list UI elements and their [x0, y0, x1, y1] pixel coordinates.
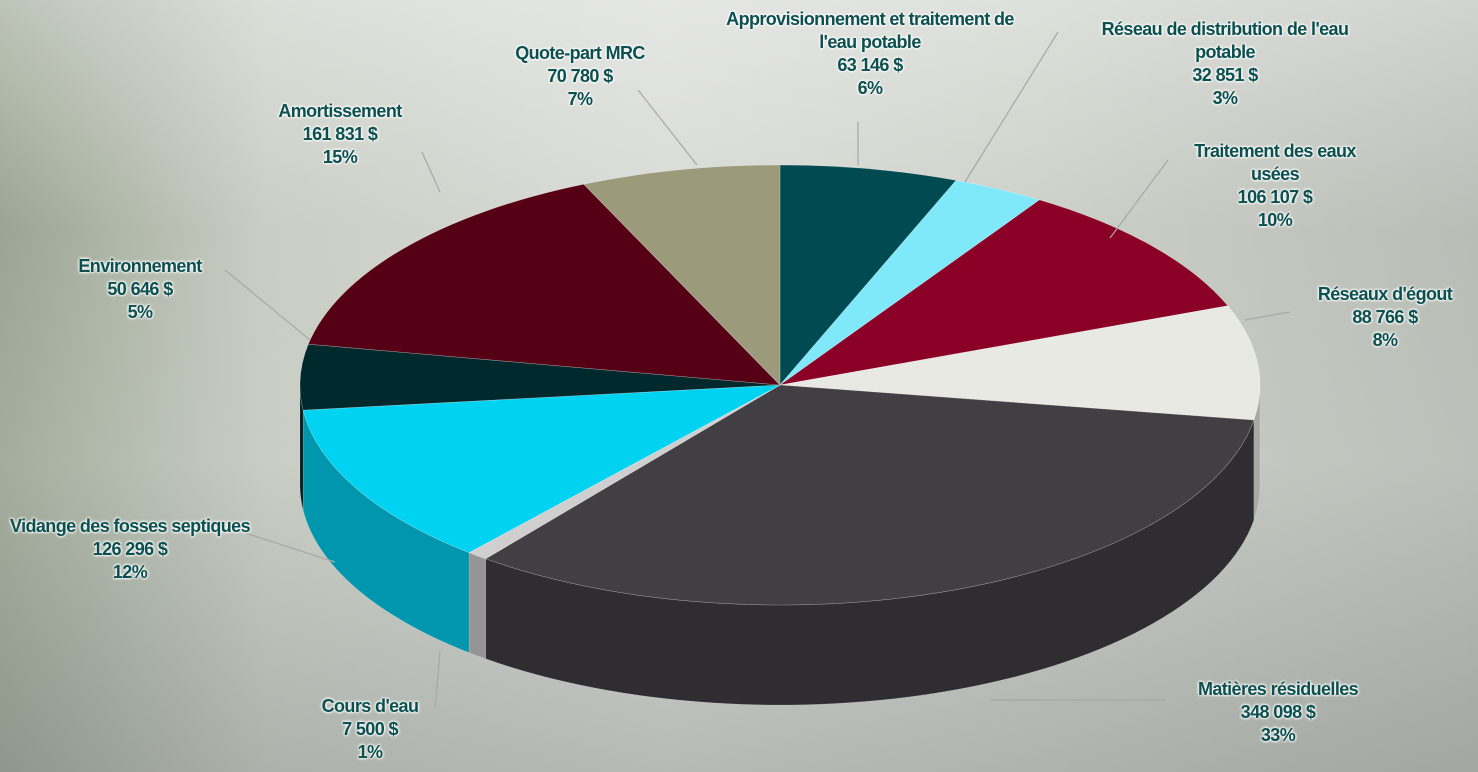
value-label: 348 098 $ — [1240, 702, 1316, 722]
leader-line — [244, 532, 336, 563]
percent-label: 5% — [127, 302, 153, 322]
percent-label: 10% — [1257, 210, 1293, 230]
pie-slice — [779, 199, 1229, 386]
leader-line — [637, 89, 698, 166]
value-label: 106 107 $ — [1237, 187, 1313, 207]
percent-label: 3% — [1212, 88, 1238, 108]
category-label: Environnement — [78, 256, 202, 276]
leader-line — [224, 269, 311, 341]
pie-slice — [779, 180, 1041, 386]
leader-line — [421, 151, 441, 193]
percent-label: 6% — [857, 78, 883, 98]
data-label: Matières résiduelles 348 098 $ 33% — [1158, 678, 1398, 747]
pie-slice — [307, 183, 781, 386]
leader-line — [1109, 159, 1169, 239]
pie-slice — [583, 164, 781, 386]
pie-side — [468, 552, 486, 660]
pie-slice — [468, 384, 781, 560]
value-label: 88 766 $ — [1352, 307, 1418, 327]
value-label: 126 296 $ — [92, 539, 168, 559]
pie-slice — [779, 164, 957, 386]
leader-line — [964, 31, 1059, 183]
data-label: Traitement des eaux usées 106 107 $ 10% — [1173, 140, 1378, 232]
percent-label: 7% — [567, 89, 593, 109]
data-label: Réseau de distribution de l'eau potable 3… — [1080, 18, 1370, 110]
percent-label: 33% — [1260, 725, 1296, 745]
category-label: Amortissement — [278, 101, 402, 121]
data-label: Cours d'eau 7 500 $ 1% — [290, 695, 450, 764]
data-label: Amortissement 161 831 $ 15% — [240, 100, 440, 169]
value-label: 7 500 $ — [342, 719, 398, 739]
category-label: Vidange des fosses septiques — [10, 516, 251, 536]
category-label: Matières résiduelles — [1197, 679, 1359, 699]
category-label: Approvisionnement et traitement de l'eau… — [726, 9, 1014, 52]
data-label: Environnement 50 646 $ 5% — [40, 255, 240, 324]
pie-slice — [484, 384, 1255, 606]
value-label: 161 831 $ — [302, 124, 378, 144]
category-label: Cours d'eau — [321, 696, 419, 716]
pie-slice — [302, 384, 781, 553]
leader-line — [434, 651, 441, 709]
percent-label: 15% — [322, 147, 358, 167]
percent-label: 1% — [357, 742, 383, 762]
percent-label: 12% — [112, 562, 148, 582]
pie-slice — [299, 343, 781, 411]
data-label: Quote-part MRC 70 780 $ 7% — [480, 42, 680, 111]
leader-line — [1244, 311, 1291, 321]
data-label: Approvisionnement et traitement de l'eau… — [720, 8, 1020, 100]
value-label: 50 646 $ — [107, 279, 173, 299]
value-label: 32 851 $ — [1192, 65, 1258, 85]
value-label: 63 146 $ — [837, 55, 903, 75]
value-label: 70 780 $ — [547, 66, 613, 86]
percent-label: 8% — [1372, 330, 1398, 350]
pie-slice — [779, 305, 1261, 421]
category-label: Réseau de distribution de l'eau potable — [1101, 19, 1349, 62]
category-label: Quote-part MRC — [515, 43, 645, 63]
data-label: Réseaux d'égout 88 766 $ 8% — [1285, 283, 1478, 352]
category-label: Réseaux d'égout — [1317, 284, 1453, 304]
data-label: Vidange des fosses septiques 126 296 $ 12% — [10, 515, 251, 584]
category-label: Traitement des eaux usées — [1194, 141, 1356, 184]
